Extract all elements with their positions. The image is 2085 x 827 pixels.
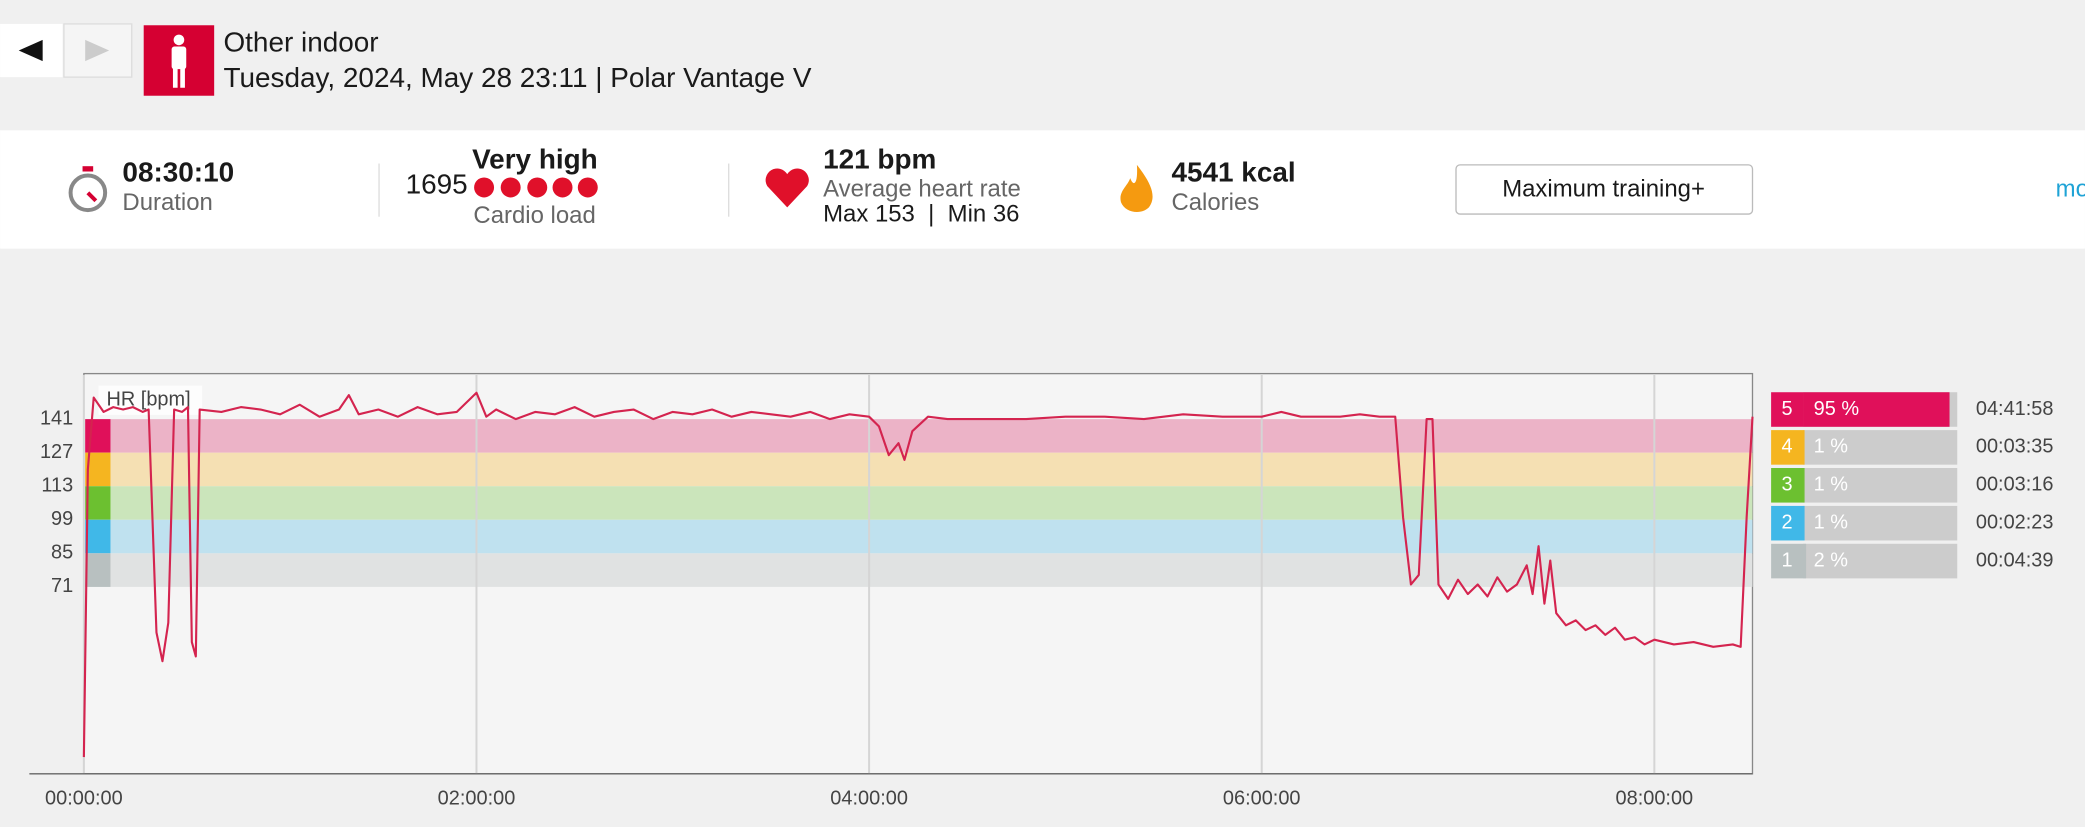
y-tick-label: 71: [51, 575, 73, 597]
zone-number-box: [1771, 430, 1804, 465]
zone-number: 4: [1782, 436, 1793, 458]
max-min-hr: Max 153 | Min 36: [823, 201, 1019, 228]
zone-bar: [1803, 543, 1807, 579]
hr-line: [82, 391, 1754, 758]
x-tick-label: 06:00:00: [1223, 787, 1301, 809]
zone-number-box: [1771, 392, 1804, 427]
zone-bar-bg: [1803, 468, 1958, 503]
zone-percent: 2 %: [1814, 549, 1849, 571]
more-link[interactable]: mo: [2056, 175, 2085, 202]
zone-number-box: [1771, 505, 1804, 541]
benefit: Maximum training+: [1502, 175, 1705, 202]
calories-label: Calories: [1171, 189, 1259, 216]
zone-number: 2: [1782, 511, 1793, 533]
y-tick-label: 127: [40, 441, 73, 463]
zone-band: [85, 519, 1753, 554]
y-axis-label: HR [bpm]: [106, 388, 190, 410]
benefit-button[interactable]: [1455, 164, 1754, 215]
y-tick-label: 99: [51, 508, 73, 530]
zone-percent: 95 %: [1814, 398, 1860, 420]
cardio-load-level: Very high: [472, 143, 598, 174]
avg-hr-label: Average heart rate: [823, 175, 1021, 202]
zone-bar-bg: [1803, 505, 1958, 541]
zone-band: [85, 452, 1753, 487]
x-tick-label: 00:00:00: [45, 787, 123, 809]
duration: 08:30:10: [122, 157, 234, 188]
zone-time: 00:02:23: [1976, 511, 2054, 533]
x-tick-label: 08:00:00: [1616, 787, 1694, 809]
zone-strip: [85, 553, 111, 587]
back-arrow: [18, 39, 43, 62]
zone-strip: [85, 519, 111, 554]
zone-bar: [1803, 392, 1950, 427]
zone-time: 00:03:16: [1976, 474, 2054, 496]
zone-bar-bg: [1803, 543, 1958, 579]
y-tick-label: 85: [51, 542, 73, 564]
zone-time: 04:41:58: [1976, 398, 2054, 420]
duration-label: Duration: [122, 189, 212, 216]
zone-band: [85, 486, 1753, 520]
zone-percent: 1 %: [1814, 474, 1849, 496]
zone-band: [85, 553, 1753, 587]
zone-time: 00:03:35: [1976, 436, 2054, 458]
cardio-load-dots: [474, 177, 598, 198]
zone-number-box: [1771, 543, 1804, 579]
zone-number-box: [1771, 468, 1804, 503]
forward-arrow: [85, 39, 110, 62]
zone-number: 1: [1782, 549, 1793, 571]
zone-strip: [85, 486, 111, 520]
y-tick-label: 113: [41, 475, 73, 497]
zone-bar: [1803, 430, 1805, 465]
cardio-load-label: Cardio load: [473, 202, 595, 229]
person-figure: [171, 34, 187, 88]
stopwatch-icon: [68, 166, 108, 213]
zone-bar: [1803, 505, 1805, 541]
zone-time: 00:04:39: [1976, 549, 2054, 571]
zone-percent: 1 %: [1814, 436, 1849, 458]
cardio-load: 1695: [406, 169, 468, 200]
zone-bar-bg: [1803, 430, 1958, 465]
zone-percent: 1 %: [1814, 511, 1849, 533]
summary-bar: [0, 130, 2085, 249]
zone-number: 3: [1782, 474, 1793, 496]
flame-icon: [1120, 164, 1153, 213]
hr-chart: 00:00:00 02:00:00 04:00:00 06:00:00 08:00:00…: [29, 372, 2054, 809]
y-tick-label: 141: [40, 407, 73, 429]
heart-icon: [765, 168, 809, 208]
zone-number: 5: [1782, 398, 1793, 420]
x-tick-label: 04:00:00: [830, 787, 908, 809]
title: Other indoor: [223, 26, 378, 57]
avg-hr: 121 bpm: [823, 143, 936, 174]
zone-bar: [1803, 468, 1805, 503]
x-tick-label: 02:00:00: [438, 787, 516, 809]
subtitle: Tuesday, 2024, May 28 23:11 | Polar Vant…: [223, 62, 811, 93]
calories: 4541 kcal: [1171, 157, 1295, 188]
